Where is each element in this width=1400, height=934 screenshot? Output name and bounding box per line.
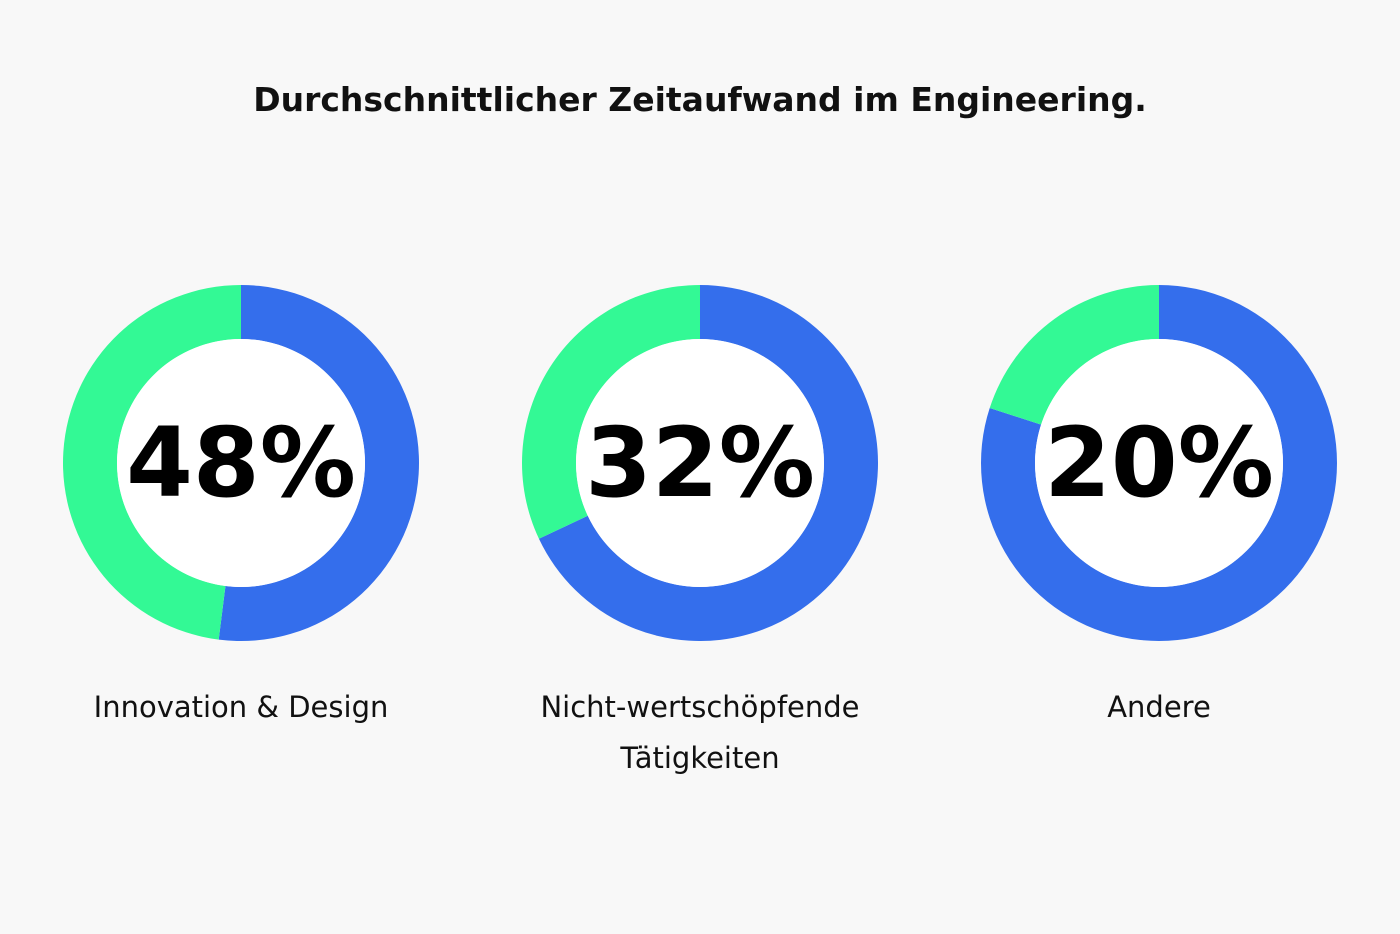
donut-innovation-design: 48% (63, 285, 419, 641)
donut-svg (981, 285, 1337, 641)
slice-highlight (63, 285, 241, 640)
donut-andere: 20% (981, 285, 1337, 641)
donut-svg (63, 285, 419, 641)
slice-highlight (989, 285, 1159, 425)
percent-label: 48% (126, 407, 356, 519)
donut-nicht-wertschoepfende: 32% (522, 285, 878, 641)
slice-highlight (522, 285, 700, 539)
percent-label: 20% (1044, 407, 1274, 519)
donut-svg (522, 285, 878, 641)
category-label: Andere (1107, 690, 1211, 724)
slice-remainder (218, 285, 419, 641)
donut-hole (576, 339, 824, 587)
donut-hole (117, 339, 365, 587)
chart-title: Durchschnittlicher Zeitaufwand im Engine… (253, 80, 1147, 119)
category-label: Nicht-wertschöpfende Tätigkeiten (540, 690, 860, 775)
donut-hole (1035, 339, 1283, 587)
slice-remainder (981, 285, 1337, 641)
slice-remainder (538, 285, 878, 641)
percent-label: 32% (585, 407, 815, 519)
category-label: Innovation & Design (93, 690, 389, 724)
